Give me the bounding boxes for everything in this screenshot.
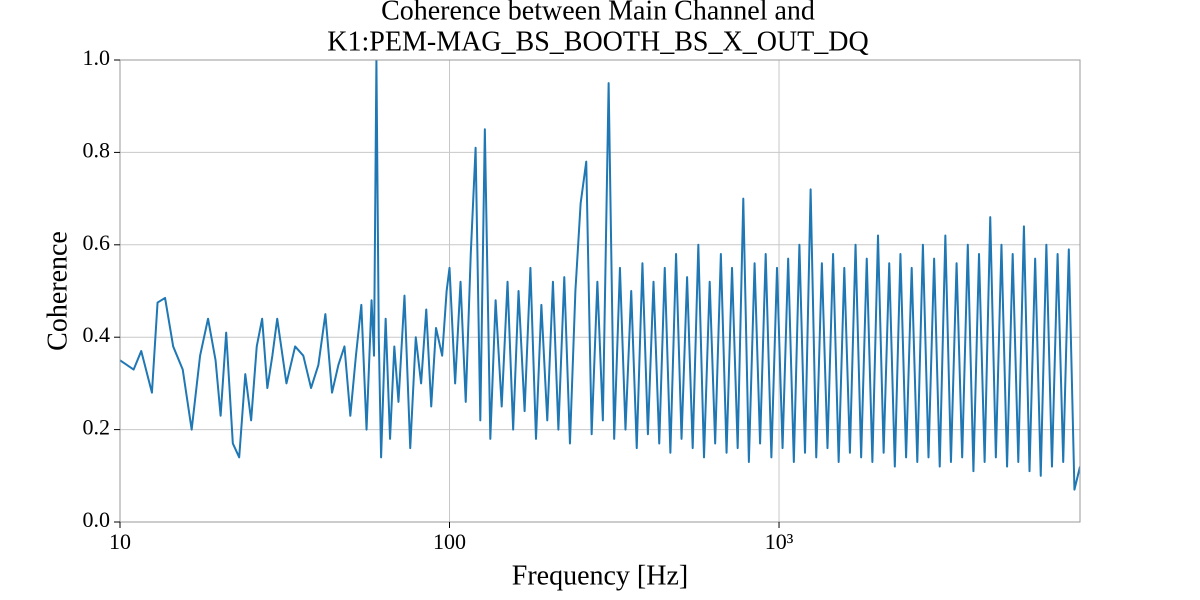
y-tick-label: 0.2 xyxy=(83,415,111,440)
y-tick-label: 0.8 xyxy=(83,137,111,162)
x-tick-label: 100 xyxy=(433,529,466,554)
plot-area xyxy=(120,60,1080,491)
ticks: 10 100 10³ 0.0 0.2 0.4 0.6 0.8 1.0 xyxy=(83,45,794,554)
axes-frame xyxy=(119,59,1081,523)
chart-title: Coherence between Main Channel and xyxy=(381,0,815,26)
x-tick-label: 10 xyxy=(109,529,131,554)
data-line xyxy=(120,60,1080,491)
y-tick-label: 0.4 xyxy=(83,322,111,347)
x-tick-label: 10³ xyxy=(765,529,794,554)
x-axis-label: Frequency [Hz] xyxy=(512,560,688,591)
y-axis-label: Coherence xyxy=(42,231,73,351)
y-tick-label: 1.0 xyxy=(83,45,111,70)
y-tick-label: 0.0 xyxy=(83,507,111,532)
chart-title: K1:PEM-MAG_BS_BOOTH_BS_X_OUT_DQ xyxy=(327,26,868,57)
y-tick-label: 0.6 xyxy=(83,230,111,255)
